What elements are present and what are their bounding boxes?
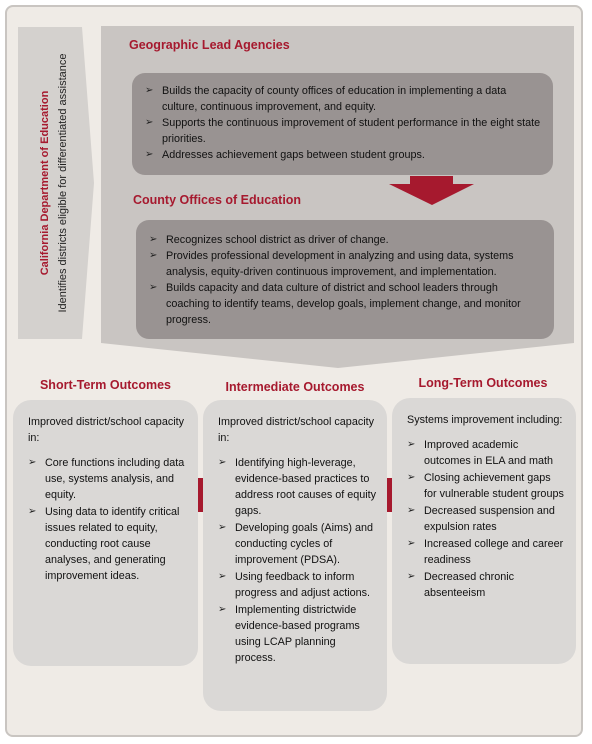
coe-bullet: Provides professional development in ana… bbox=[149, 248, 542, 280]
coe-bullet: Builds capacity and data culture of dist… bbox=[149, 280, 542, 328]
short-term-intro: Improved district/school capacity in: bbox=[28, 414, 188, 446]
intermediate-intro: Improved district/school capacity in: bbox=[218, 414, 377, 446]
cde-description: Identifies districts eligible for differ… bbox=[57, 53, 69, 312]
long-term-bullet: Increased college and career readiness bbox=[407, 536, 566, 568]
long-term-box: Systems improvement including: Improved … bbox=[392, 398, 576, 664]
long-term-list: Improved academic outcomes in ELA and ma… bbox=[407, 437, 566, 601]
short-term-bullet: Core functions including data use, syste… bbox=[28, 455, 188, 503]
intermediate-bullet: Identifying high-leverage, evidence-base… bbox=[218, 455, 377, 519]
geo-bullet: Addresses achievement gaps between stude… bbox=[145, 147, 541, 163]
coe-list: Recognizes school district as driver of … bbox=[149, 232, 542, 328]
long-term-bullet: Improved academic outcomes in ELA and ma… bbox=[407, 437, 566, 469]
short-term-bullet: Using data to identify critical issues r… bbox=[28, 504, 188, 584]
coe-box: Recognizes school district as driver of … bbox=[136, 220, 554, 339]
geo-bullet: Builds the capacity of county offices of… bbox=[145, 83, 541, 115]
coe-title: County Offices of Education bbox=[133, 193, 301, 207]
cde-banner: California Department of Education Ident… bbox=[24, 27, 84, 339]
long-term-title: Long-Term Outcomes bbox=[390, 376, 576, 390]
geo-box: Builds the capacity of county offices of… bbox=[132, 73, 553, 175]
intermediate-box: Improved district/school capacity in: Id… bbox=[203, 400, 387, 711]
short-term-box: Improved district/school capacity in: Co… bbox=[13, 400, 198, 666]
intermediate-bullet: Developing goals (Aims) and conducting c… bbox=[218, 520, 377, 568]
geo-list: Builds the capacity of county offices of… bbox=[145, 83, 541, 163]
long-term-intro: Systems improvement including: bbox=[407, 412, 566, 428]
coe-bullet: Recognizes school district as driver of … bbox=[149, 232, 542, 248]
geo-bullet: Supports the continuous improvement of s… bbox=[145, 115, 541, 147]
long-term-bullet: Closing achievement gaps for vulnerable … bbox=[407, 470, 566, 502]
intermediate-bullet: Using feedback to inform progress and ad… bbox=[218, 569, 377, 601]
short-term-title: Short-Term Outcomes bbox=[13, 378, 198, 392]
cde-title: California Department of Education bbox=[39, 91, 51, 276]
short-term-list: Core functions including data use, syste… bbox=[28, 455, 188, 584]
intermediate-list: Identifying high-leverage, evidence-base… bbox=[218, 455, 377, 666]
long-term-bullet: Decreased chronic absenteeism bbox=[407, 569, 566, 601]
intermediate-title: Intermediate Outcomes bbox=[203, 380, 387, 394]
intermediate-bullet: Implementing districtwide evidence-based… bbox=[218, 602, 377, 666]
geo-title: Geographic Lead Agencies bbox=[129, 38, 290, 52]
long-term-bullet: Decreased suspension and expulsion rates bbox=[407, 503, 566, 535]
